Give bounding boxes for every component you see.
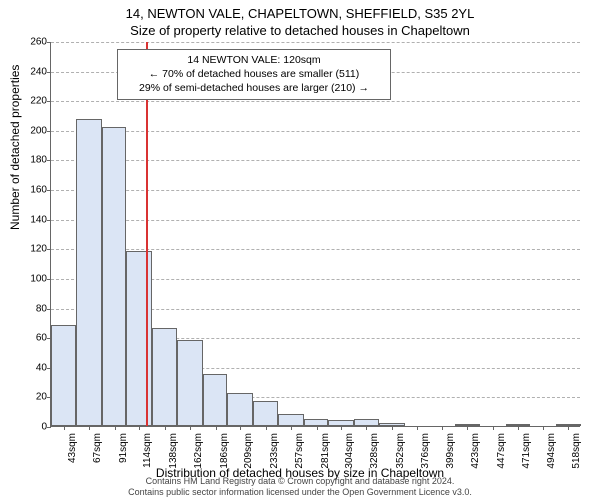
xtick-label: 162sqm [193,433,204,469]
histogram-bar [354,419,379,426]
xtick-mark [139,426,140,430]
histogram-bar [304,419,328,426]
attribution-line2: Contains public sector information licen… [128,487,472,497]
ytick-mark [47,101,51,102]
xtick-mark [64,426,65,430]
xtick-label: 138sqm [168,433,179,469]
xtick-mark [493,426,494,430]
ytick-label: 40 [19,362,47,373]
ytick-label: 220 [19,96,47,107]
histogram-bar [76,119,101,426]
ytick-label: 120 [19,244,47,255]
xtick-mark [543,426,544,430]
histogram-bar [152,328,177,426]
ytick-label: 140 [19,214,47,225]
xtick-label: 447sqm [496,433,507,469]
xtick-mark [417,426,418,430]
ytick-label: 60 [19,333,47,344]
attribution-line1: Contains HM Land Registry data © Crown c… [146,476,455,486]
subject-marker-line [146,42,148,426]
annotation-line2: ← 70% of detached houses are smaller (51… [124,67,384,81]
xtick-label: 399sqm [445,433,456,469]
ytick-mark [47,220,51,221]
histogram-bar [253,401,278,426]
xtick-label: 114sqm [142,433,153,468]
xtick-label: 186sqm [219,433,230,469]
ytick-mark [47,160,51,161]
xtick-label: 328sqm [369,433,380,469]
ytick-label: 260 [19,37,47,48]
ytick-mark [47,279,51,280]
xtick-mark [317,426,318,430]
ytick-label: 160 [19,185,47,196]
xtick-mark [266,426,267,430]
xtick-mark [518,426,519,430]
ytick-label: 20 [19,392,47,403]
ytick-label: 200 [19,125,47,136]
gridline [51,101,580,102]
y-axis-label: Number of detached properties [8,65,22,230]
ytick-mark [47,131,51,132]
annotation-box: 14 NEWTON VALE: 120sqm ← 70% of detached… [117,49,391,100]
xtick-label: 304sqm [344,433,355,469]
ytick-mark [47,190,51,191]
xtick-label: 494sqm [546,433,557,469]
histogram-bar [278,414,303,426]
xtick-mark [190,426,191,430]
histogram-plot: 02040608010012014016018020022024026043sq… [50,42,580,427]
xtick-mark [240,426,241,430]
xtick-label: 518sqm [571,433,582,469]
ytick-mark [47,309,51,310]
attribution: Contains HM Land Registry data © Crown c… [0,476,600,498]
page-title-line2: Size of property relative to detached ho… [0,23,600,38]
ytick-label: 180 [19,155,47,166]
histogram-bar [102,127,126,426]
gridline [51,190,580,191]
annotation-line3: 29% of semi-detached houses are larger (… [124,81,384,95]
xtick-label: 91sqm [118,433,129,463]
xtick-label: 281sqm [320,433,331,469]
xtick-mark [341,426,342,430]
ytick-mark [47,249,51,250]
xtick-mark [115,426,116,430]
xtick-label: 233sqm [269,433,280,469]
gridline [51,131,580,132]
xtick-label: 423sqm [470,433,481,469]
histogram-bar [227,393,252,426]
xtick-mark [216,426,217,430]
ytick-label: 0 [19,422,47,433]
xtick-label: 209sqm [243,433,254,469]
gridline [51,42,580,43]
xtick-mark [366,426,367,430]
histogram-bar [177,340,202,426]
xtick-label: 471sqm [521,433,532,469]
ytick-label: 100 [19,273,47,284]
xtick-mark [291,426,292,430]
xtick-label: 376sqm [420,433,431,469]
ytick-mark [47,72,51,73]
xtick-label: 352sqm [395,433,406,469]
gridline [51,160,580,161]
page-title-line1: 14, NEWTON VALE, CHAPELTOWN, SHEFFIELD, … [0,6,600,21]
xtick-label: 43sqm [67,433,78,463]
histogram-bar [126,251,151,426]
ytick-label: 80 [19,303,47,314]
gridline [51,249,580,250]
histogram-bar [51,325,76,426]
xtick-mark [165,426,166,430]
xtick-label: 67sqm [92,433,103,463]
ytick-label: 240 [19,66,47,77]
xtick-mark [392,426,393,430]
xtick-label: 257sqm [294,433,305,469]
xtick-mark [568,426,569,430]
annotation-line1: 14 NEWTON VALE: 120sqm [124,53,384,67]
xtick-mark [467,426,468,430]
gridline [51,220,580,221]
xtick-mark [89,426,90,430]
ytick-mark [47,42,51,43]
histogram-bar [203,374,227,426]
ytick-mark [47,427,51,428]
xtick-mark [442,426,443,430]
